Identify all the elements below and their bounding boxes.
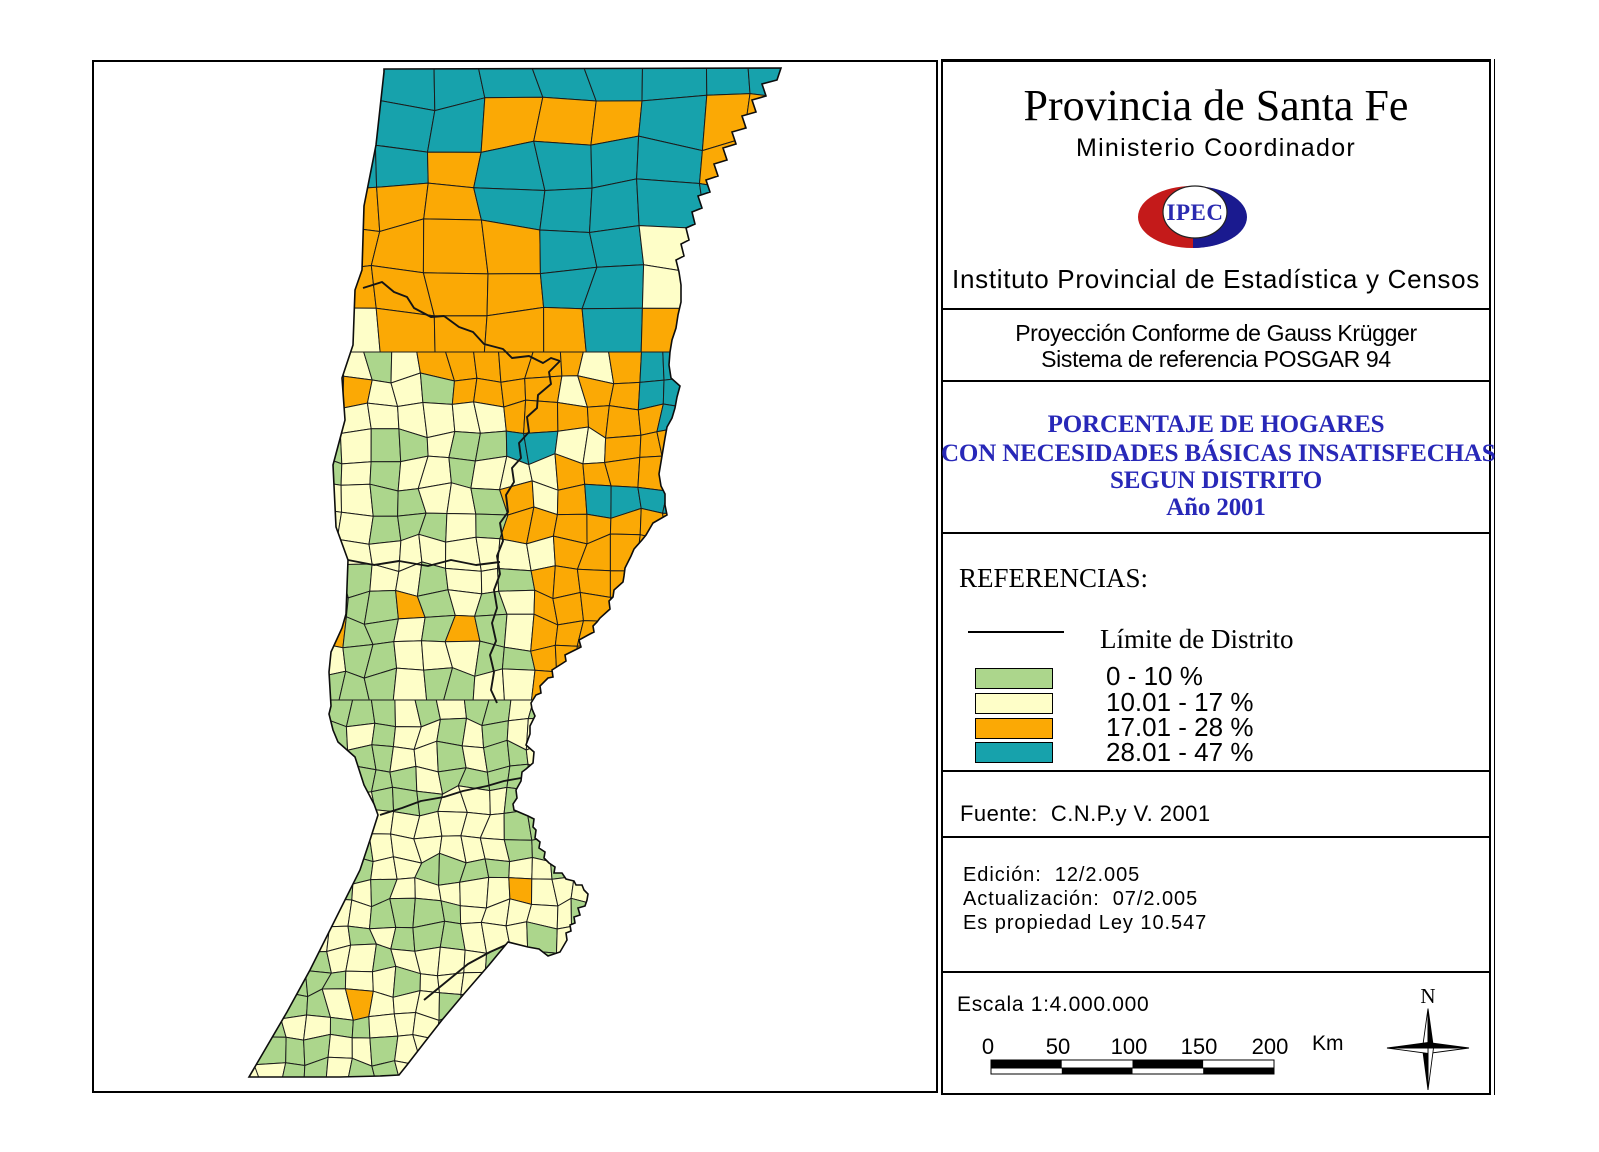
svg-text:IPEC: IPEC bbox=[1167, 200, 1224, 225]
